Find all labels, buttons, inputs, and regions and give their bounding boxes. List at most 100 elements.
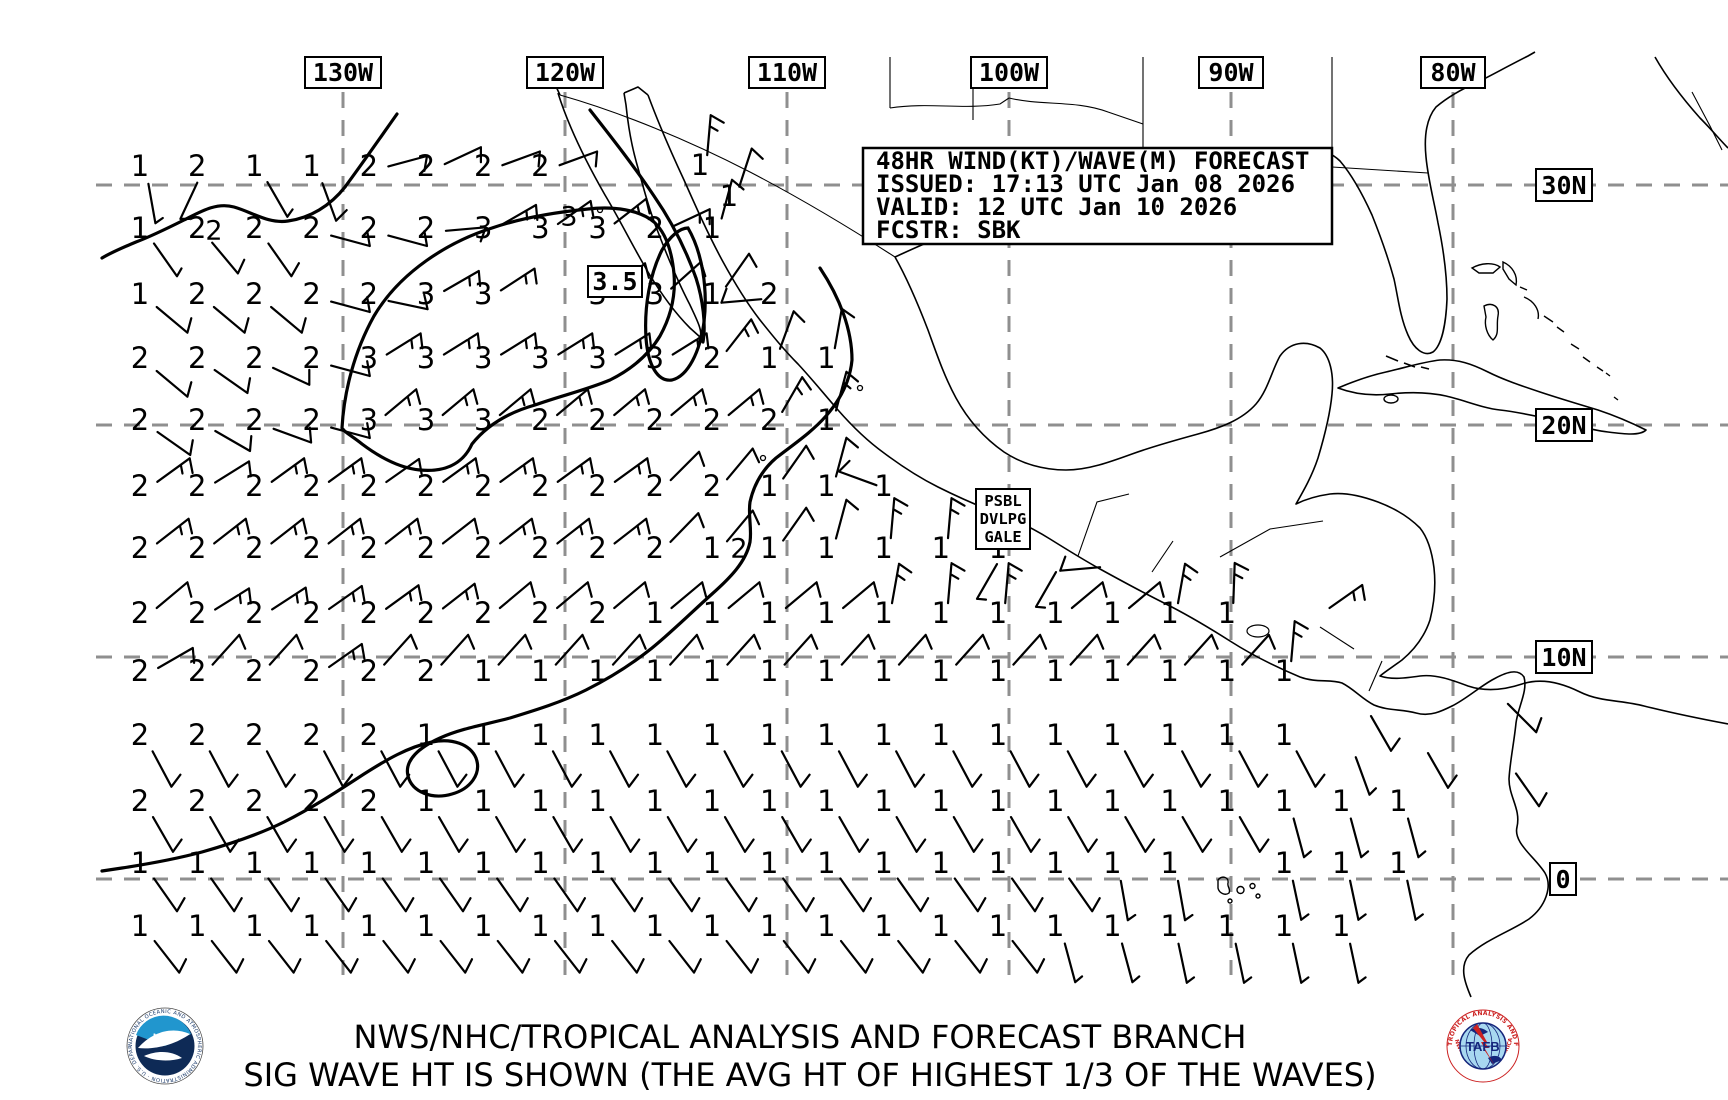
border-path [1368, 660, 1383, 692]
wave-height-cell: 2 [646, 531, 664, 565]
wind-barb [439, 939, 474, 974]
wave-height-cell: 1 [760, 596, 778, 630]
wave-height-cell: 2 [474, 531, 492, 565]
island-path [1523, 296, 1540, 320]
wave-height-cell: 1 [1103, 654, 1121, 688]
wave-height-cell: 1 [817, 531, 835, 565]
wave-height-cell: 2 [646, 211, 664, 245]
wave-height-cell: 2 [245, 596, 263, 630]
wind-barb [498, 581, 536, 610]
wind-barb [839, 939, 874, 974]
wave-height-cell: 3 [531, 211, 549, 245]
wind-barb [889, 497, 909, 540]
wave-height-cell: 1 [474, 718, 492, 752]
wave-height-cell: 2 [188, 403, 206, 437]
wind-barb [834, 498, 859, 540]
border-path [889, 97, 1010, 109]
wind-barb [613, 517, 651, 545]
wave-height-cell: 1 [932, 909, 950, 943]
wave-height-cell: 1 [932, 654, 950, 688]
wave-height-cell: 1 [989, 718, 1007, 752]
wave-height-cell: 1 [1275, 654, 1293, 688]
wind-barb [1067, 816, 1098, 853]
wave-height-cell: 2 [131, 469, 149, 503]
wave-height-cell: 2 [360, 784, 378, 818]
wave-height-cell: 1 [474, 784, 492, 818]
wind-barb [499, 457, 537, 483]
wave-height-cell: 2 [417, 469, 435, 503]
wind-barb [443, 269, 482, 293]
wind-barb [385, 332, 424, 356]
wind-barb [210, 939, 245, 974]
wave-height-cell: 2 [245, 341, 263, 375]
wind-barb [440, 633, 476, 666]
border-path [1331, 166, 1429, 174]
wave-height-cell: 1 [1046, 846, 1064, 880]
wave-height-cell: 2 [703, 403, 721, 437]
wind-barb [614, 332, 653, 356]
wave-height-cell: 1 [817, 846, 835, 880]
wave-height-cell: 1 [1218, 596, 1236, 630]
wind-barb [953, 877, 987, 913]
wind-barb [895, 750, 926, 788]
wave-height-cell: 2 [302, 469, 320, 503]
wave-height-cell: 1 [760, 469, 778, 503]
wave-height-cell: 1 [1275, 784, 1293, 818]
wave-height-cell: 2 [188, 341, 206, 375]
wave-height-cell: 1 [417, 718, 435, 752]
wind-barb [1012, 633, 1048, 666]
wave-height-cell: 1 [646, 909, 664, 943]
wave-height-cell: 1 [874, 909, 892, 943]
wind-barb [670, 388, 708, 417]
wind-barb [952, 816, 984, 853]
wave-height-cell: 1 [245, 149, 263, 183]
wind-barb [383, 633, 418, 666]
island-dot [856, 384, 864, 392]
wind-barb [553, 877, 586, 913]
wind-barb [833, 307, 856, 350]
wave-height-cell: 1 [1103, 909, 1121, 943]
wave-height-cell: 2 [646, 469, 664, 503]
island-dot [759, 454, 767, 462]
wind-barb [152, 877, 186, 913]
wind-barb [1120, 942, 1141, 984]
wave-height-cell: 1 [131, 846, 149, 880]
wave-height-cell: 1 [817, 909, 835, 943]
wave-height-cell: 1 [1218, 909, 1236, 943]
wind-barb [1126, 633, 1162, 666]
lat-label-10N: 10N [1541, 643, 1586, 672]
wave-height-cell: 1 [1046, 909, 1064, 943]
island-path [1236, 885, 1245, 895]
wave-height-cell: 1 [932, 784, 950, 818]
wind-barb [327, 457, 366, 483]
wave-height-cell: 1 [474, 909, 492, 943]
wave-height-cell: 1 [874, 846, 892, 880]
wave-height-cell: 1 [588, 718, 606, 752]
wind-barb [1119, 879, 1137, 922]
svg-text:NATIONAL OCEANIC AND ATMOSPHER: NATIONAL OCEANIC AND ATMOSPHERIC ADMINIS… [0, 0, 202, 1083]
wind-barb [609, 816, 641, 853]
wave-height-cell: 1 [874, 596, 892, 630]
wave-height-cell: 1 [817, 784, 835, 818]
wind-barb [321, 182, 348, 222]
footer-branch-line: NWS/NHC/TROPICAL ANALYSIS AND FORECAST B… [354, 1018, 1247, 1056]
wave-height-cell: 2 [360, 596, 378, 630]
coastline-path [1654, 56, 1728, 149]
wind-barb [151, 816, 183, 853]
valid-time: VALID: 12 UTC Jan 10 2026 [876, 193, 1237, 221]
wave-height-cell: 2 [360, 211, 378, 245]
wave-height-cell: 1 [703, 211, 721, 245]
wave-height-cell: 1 [720, 179, 738, 213]
noaa-logo: NATIONAL OCEANIC AND ATMOSPHERIC ADMINIS… [0, 0, 204, 1085]
island-path [1483, 303, 1499, 341]
border-path [559, 94, 896, 258]
wave-height-cell: 2 [188, 531, 206, 565]
lat-label-box [1535, 640, 1593, 674]
wave-height-cell: 2 [474, 149, 492, 183]
wave-height-cell: 2 [245, 531, 263, 565]
wave-height-cell: 2 [760, 277, 778, 311]
wind-barb [896, 877, 930, 913]
wave-height-cell: 3 [474, 211, 492, 245]
wind-barb [720, 178, 745, 220]
coastline-path [1337, 359, 1647, 435]
